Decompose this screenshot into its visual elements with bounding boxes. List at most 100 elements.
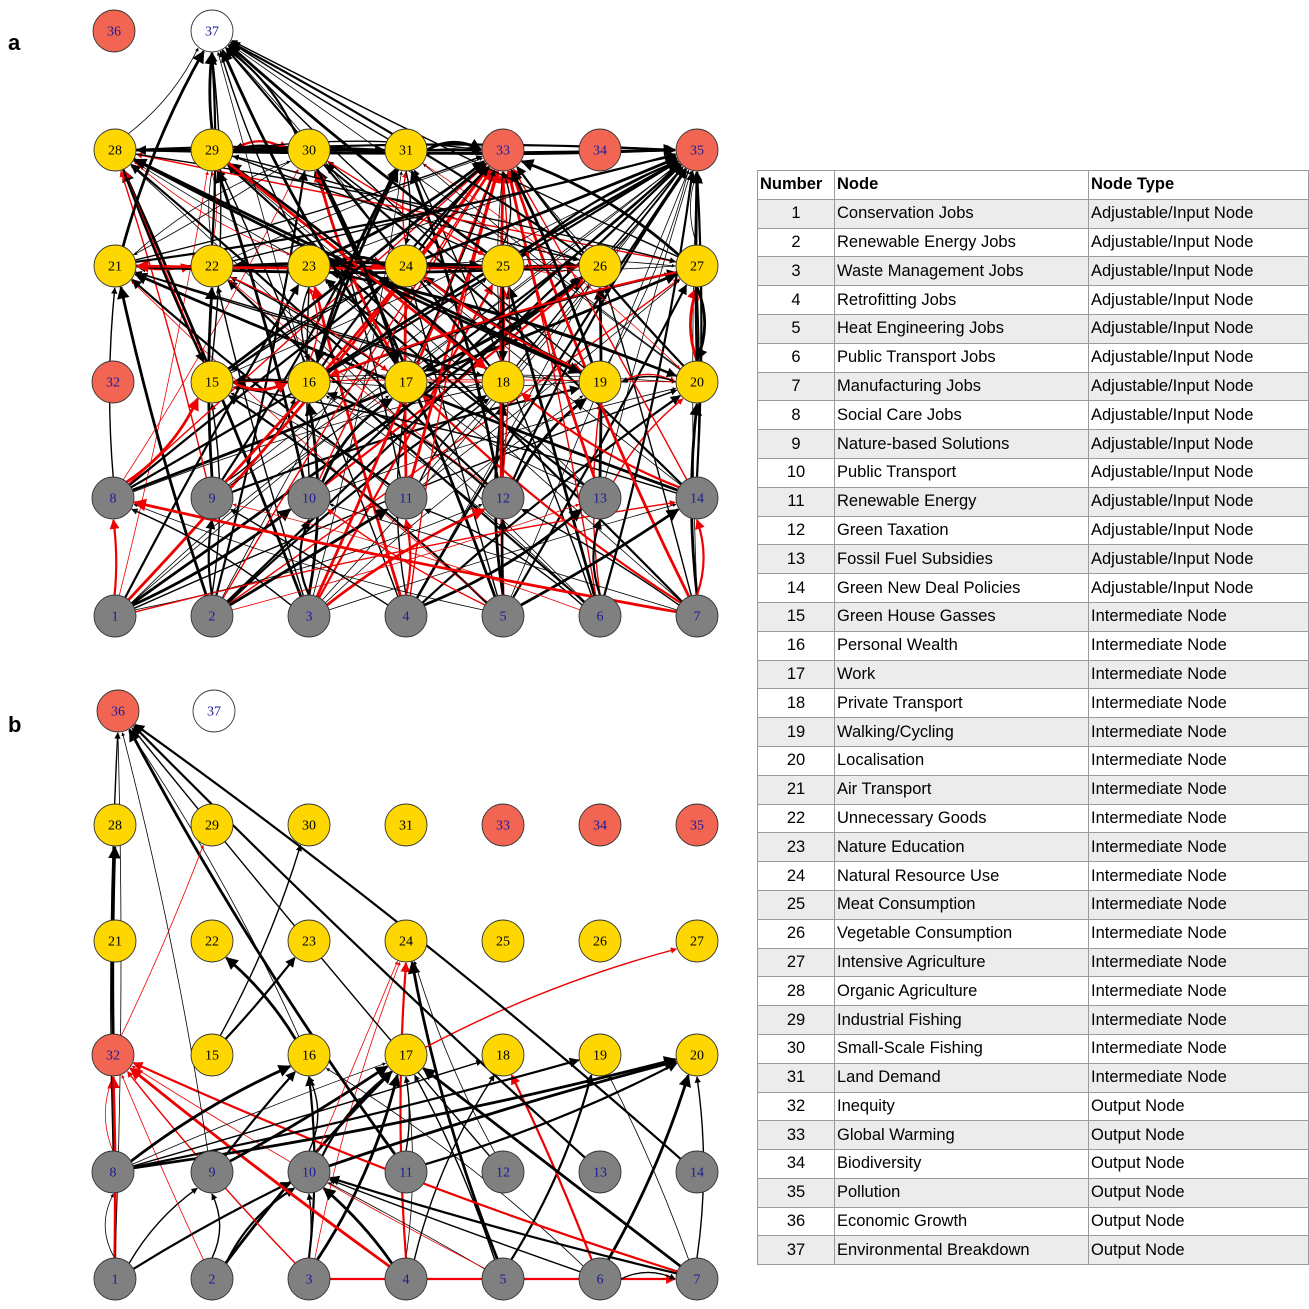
- node-10[interactable]: [287, 476, 331, 520]
- node-23[interactable]: [287, 919, 331, 963]
- cell-node-type: Intermediate Node: [1088, 803, 1309, 834]
- node-9[interactable]: [190, 1150, 234, 1194]
- node-14[interactable]: [675, 476, 719, 520]
- node-32[interactable]: [91, 1033, 135, 1077]
- node-22[interactable]: [190, 244, 234, 288]
- node-18[interactable]: [481, 360, 525, 404]
- node-35[interactable]: [675, 128, 719, 172]
- edge-12-to-24: [413, 960, 496, 1153]
- edge-15-to-24: [229, 276, 388, 372]
- node-37[interactable]: [192, 689, 236, 733]
- panel-label-b: b: [8, 712, 22, 737]
- edge-24-to-33: [418, 166, 490, 251]
- node-24[interactable]: [384, 244, 428, 288]
- node-3[interactable]: [287, 1257, 331, 1301]
- node-24[interactable]: [384, 919, 428, 963]
- node-19[interactable]: [578, 1033, 622, 1077]
- edge-12-to-19: [515, 397, 587, 483]
- node-31[interactable]: [384, 128, 428, 172]
- node-25[interactable]: [481, 244, 525, 288]
- node-20[interactable]: [675, 360, 719, 404]
- node-11[interactable]: [384, 1150, 428, 1194]
- node-number-label: 26: [593, 260, 607, 275]
- edge-28-to-23: [132, 160, 291, 256]
- node-12[interactable]: [481, 476, 525, 520]
- node-12[interactable]: [481, 1150, 525, 1194]
- node-36[interactable]: [96, 689, 140, 733]
- node-28[interactable]: [93, 128, 137, 172]
- edge-3-to-17: [316, 1073, 401, 1261]
- node-6[interactable]: [578, 1257, 622, 1301]
- cell-node-type: Output Node: [1088, 1177, 1309, 1208]
- edge-12-to-33: [500, 171, 511, 478]
- node-29[interactable]: [190, 803, 234, 847]
- table-row: 27 Intensive Agriculture Intermediate Node: [757, 947, 1309, 978]
- node-14[interactable]: [675, 1150, 719, 1194]
- edge-25-to-35: [520, 159, 680, 257]
- node-21[interactable]: [93, 244, 137, 288]
- node-3[interactable]: [287, 594, 331, 638]
- node-13[interactable]: [578, 476, 622, 520]
- edge-28-to-15: [122, 169, 205, 363]
- node-15[interactable]: [190, 360, 234, 404]
- node-2[interactable]: [190, 594, 234, 638]
- edge-6-to-16: [326, 1068, 584, 1267]
- edge-8-to-17: [132, 1062, 386, 1165]
- node-4[interactable]: [384, 1257, 428, 1301]
- node-31[interactable]: [384, 803, 428, 847]
- node-17[interactable]: [384, 360, 428, 404]
- node-33[interactable]: [481, 128, 525, 172]
- node-number-label: 32: [106, 1049, 120, 1064]
- node-11[interactable]: [384, 476, 428, 520]
- node-6[interactable]: [578, 594, 622, 638]
- node-4[interactable]: [384, 594, 428, 638]
- node-19[interactable]: [578, 360, 622, 404]
- node-28[interactable]: [93, 803, 137, 847]
- node-1[interactable]: [93, 594, 137, 638]
- node-8[interactable]: [91, 476, 135, 520]
- node-15[interactable]: [190, 1033, 234, 1077]
- node-7[interactable]: [675, 1257, 719, 1301]
- edge-11-to-17: [403, 1076, 411, 1152]
- node-29[interactable]: [190, 128, 234, 172]
- node-35[interactable]: [675, 803, 719, 847]
- node-2[interactable]: [190, 1257, 234, 1301]
- node-5[interactable]: [481, 594, 525, 638]
- node-17[interactable]: [384, 1033, 428, 1077]
- node-23[interactable]: [287, 244, 331, 288]
- node-26[interactable]: [578, 244, 622, 288]
- node-36[interactable]: [92, 9, 136, 53]
- edge-7-to-19: [608, 1074, 690, 1260]
- node-20[interactable]: [675, 1033, 719, 1077]
- node-16[interactable]: [287, 1033, 331, 1077]
- node-26[interactable]: [578, 919, 622, 963]
- node-13[interactable]: [578, 1150, 622, 1194]
- cell-number: 12: [757, 515, 835, 546]
- node-27[interactable]: [675, 919, 719, 963]
- node-16[interactable]: [287, 360, 331, 404]
- node-30[interactable]: [287, 803, 331, 847]
- node-27[interactable]: [675, 244, 719, 288]
- node-22[interactable]: [190, 919, 234, 963]
- node-34[interactable]: [578, 803, 622, 847]
- cell-node: Fossil Fuel Subsidies: [834, 544, 1089, 575]
- node-number-label: 18: [496, 1049, 510, 1064]
- node-8[interactable]: [91, 1150, 135, 1194]
- node-32[interactable]: [91, 360, 135, 404]
- cell-node-type: Adjustable/Input Node: [1088, 515, 1309, 546]
- node-1[interactable]: [93, 1257, 137, 1301]
- node-33[interactable]: [481, 803, 525, 847]
- node-37[interactable]: [190, 9, 234, 53]
- node-10[interactable]: [287, 1150, 331, 1194]
- cell-number: 8: [757, 400, 835, 431]
- edge-30-to-37: [225, 47, 297, 135]
- node-9[interactable]: [190, 476, 234, 520]
- node-18[interactable]: [481, 1033, 525, 1077]
- node-7[interactable]: [675, 594, 719, 638]
- node-34[interactable]: [578, 128, 622, 172]
- node-21[interactable]: [93, 919, 137, 963]
- node-25[interactable]: [481, 919, 525, 963]
- node-30[interactable]: [287, 128, 331, 172]
- cell-node-type: Intermediate Node: [1088, 976, 1309, 1007]
- node-5[interactable]: [481, 1257, 525, 1301]
